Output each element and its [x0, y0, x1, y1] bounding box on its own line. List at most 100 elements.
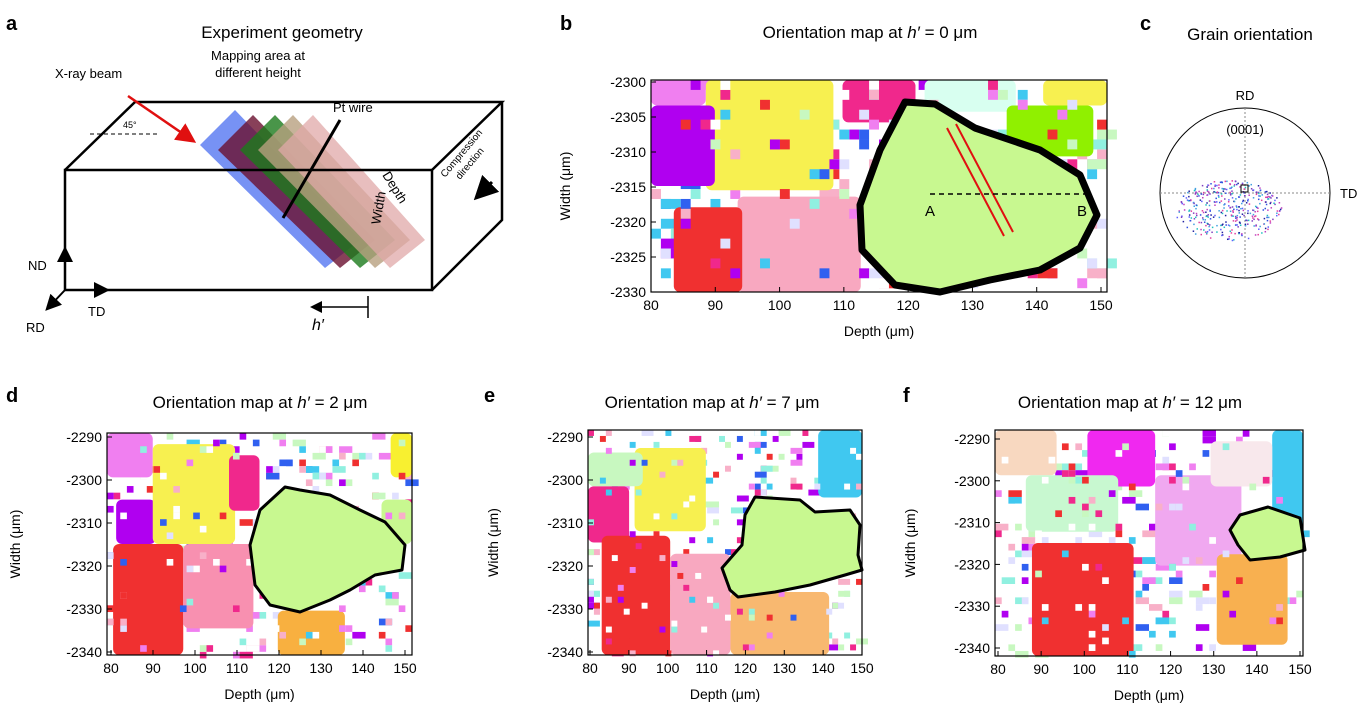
pole-point: [1236, 184, 1238, 186]
map-pixel: [737, 496, 749, 502]
pole-point: [1235, 220, 1237, 222]
pole-point: [1239, 216, 1241, 218]
pole-point: [1197, 228, 1199, 230]
map-pixel: [1156, 504, 1163, 511]
pole-point: [1214, 201, 1216, 203]
map-pixel: [1089, 497, 1096, 504]
pole-point: [1240, 194, 1242, 196]
pole-point: [1244, 188, 1246, 190]
pole-point: [1228, 201, 1230, 203]
pole-point: [1220, 229, 1222, 231]
map-pixel: [642, 460, 648, 466]
map-pixel: [1102, 638, 1109, 645]
map-pixel: [1176, 571, 1183, 578]
pole-point: [1181, 216, 1183, 218]
map-pixel: [606, 430, 612, 436]
map-pixel: [313, 460, 326, 467]
pole-point: [1225, 224, 1227, 226]
map-pixel: [273, 625, 280, 632]
map-pixel: [850, 644, 856, 650]
map-pixel: [1075, 604, 1082, 611]
panel-label: d: [6, 385, 18, 407]
map-pixel: [849, 130, 859, 140]
map-pixel: [838, 591, 850, 597]
map-pixel: [773, 484, 785, 490]
pole-point: [1193, 203, 1195, 205]
map-pixel: [1089, 604, 1096, 611]
pole-point: [1266, 204, 1268, 206]
map-pixel: [1069, 477, 1076, 484]
x-tick-label: 110: [226, 660, 249, 676]
pole-point: [1200, 234, 1202, 236]
map-pixel: [826, 609, 832, 615]
map-pixel: [1182, 631, 1189, 638]
map-pixel: [306, 632, 313, 639]
map-pixel: [839, 90, 849, 100]
x-tick-label: 110: [833, 297, 856, 313]
pole-point: [1225, 221, 1227, 223]
pole-point: [1189, 214, 1191, 216]
map-pixel: [1102, 577, 1109, 584]
pole-point: [1247, 182, 1249, 184]
x-tick-label: 130: [773, 660, 797, 676]
panel-label: c: [1140, 13, 1151, 35]
map-pixel: [1169, 644, 1176, 651]
map-pixel: [306, 466, 319, 473]
map-pixel: [677, 573, 683, 579]
map-pixel: [1122, 617, 1129, 624]
pole-point: [1232, 180, 1234, 182]
panel-label: a: [6, 13, 18, 35]
map-pixel: [260, 645, 267, 652]
map-pixel: [1189, 463, 1196, 470]
map-pixel: [859, 139, 869, 149]
map-pixel: [1142, 584, 1149, 591]
map-pixel: [671, 627, 677, 633]
pole-point: [1225, 215, 1227, 217]
pole-point: [1237, 215, 1239, 217]
map-pixel: [755, 448, 761, 454]
map-pixel: [1002, 611, 1009, 618]
x-tick-label: 120: [734, 660, 758, 676]
map-pixel: [1095, 564, 1102, 571]
pole-point: [1195, 208, 1197, 210]
pole-point: [1268, 226, 1270, 228]
map-pixel: [606, 490, 612, 496]
map-pixel: [785, 436, 797, 442]
pole-point: [1206, 232, 1208, 234]
map-pixel: [1002, 577, 1015, 584]
pole-point: [1252, 220, 1254, 222]
pole-point: [1244, 195, 1246, 197]
x-axis-label: Depth (μm): [224, 686, 294, 702]
map-pixel: [707, 537, 713, 543]
map-pixel: [695, 573, 701, 579]
y-tick-label: -2320: [954, 556, 990, 572]
map-pixel: [1296, 604, 1303, 611]
pole-point: [1206, 194, 1208, 196]
pole-point: [1195, 193, 1197, 195]
map-pixel: [869, 120, 879, 130]
pole-point: [1253, 189, 1255, 191]
map-pixel: [359, 639, 372, 646]
pole-point: [1205, 225, 1207, 227]
map-pixel: [720, 110, 730, 120]
y-tick-label: -2300: [610, 74, 646, 90]
map-pixel: [1189, 591, 1202, 598]
map-pixel: [299, 639, 306, 646]
pole-point: [1224, 227, 1226, 229]
map-pixel: [1008, 557, 1015, 564]
pole-point: [1237, 183, 1239, 185]
map-pixel: [107, 619, 114, 626]
map-pixel: [1082, 564, 1089, 571]
pole-point: [1224, 188, 1226, 190]
map-pixel: [120, 559, 127, 566]
map-pixel: [1136, 571, 1143, 578]
pole-point: [1268, 198, 1270, 200]
map-pixel: [1169, 591, 1182, 598]
pole-point: [1238, 206, 1240, 208]
map-pixel: [266, 473, 279, 480]
pole-point: [1214, 204, 1216, 206]
map-pixel: [326, 446, 333, 453]
map-pixel: [820, 268, 830, 278]
map-pixel: [120, 592, 127, 599]
grain: [651, 105, 715, 186]
